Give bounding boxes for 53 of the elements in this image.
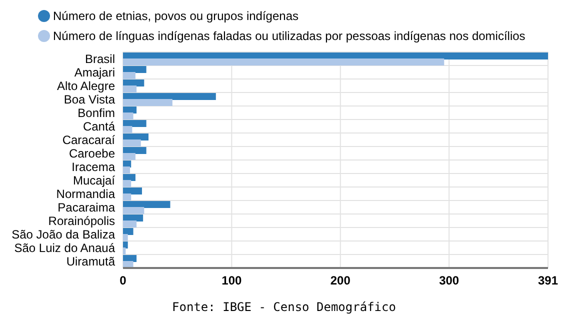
y-tick-label: Caroebe <box>68 146 116 160</box>
bar <box>123 242 128 248</box>
bar <box>123 248 126 254</box>
x-tick-label: 391 <box>538 274 558 288</box>
legend-label: Número de línguas indígenas faladas ou utilizadas por pessoas indígenas nos domicílios <box>53 29 526 43</box>
bar <box>123 234 128 241</box>
y-tick-label: Pacaraima <box>58 200 116 214</box>
bar <box>123 99 172 106</box>
y-tick-label: Caracaraí <box>62 132 116 147</box>
bar <box>123 58 444 66</box>
bar <box>123 66 146 73</box>
y-tick-label: Cantá <box>82 119 116 134</box>
y-tick-label: Rorainópolis <box>48 214 115 228</box>
source-note: Fonte: IBGE - Censo Demográfico <box>171 300 397 314</box>
bar <box>123 174 136 181</box>
y-tick-label: São Luiz do Anauá <box>14 240 116 255</box>
bar <box>123 220 137 228</box>
y-tick-label: Bonfim <box>78 106 115 120</box>
bar <box>123 93 216 100</box>
y-tick-label: Alto Alegre <box>56 78 116 93</box>
y-tick-label: Mucajaí <box>72 173 116 188</box>
bar <box>123 72 136 79</box>
x-tick-label: 300 <box>439 274 460 288</box>
bar <box>123 153 136 160</box>
bar <box>123 134 148 140</box>
bar <box>123 80 144 86</box>
x-tick-label: 100 <box>222 274 242 288</box>
bar <box>123 194 132 200</box>
bar <box>123 106 137 114</box>
x-tick-label: 200 <box>330 274 351 288</box>
bar <box>123 86 137 92</box>
y-tick-label: Uiramutã <box>66 254 116 268</box>
y-tick-label: São João da Baliza <box>12 227 116 242</box>
bar <box>123 228 134 235</box>
bar <box>123 120 146 127</box>
y-tick-label: Amajari <box>74 65 115 80</box>
bar <box>123 207 144 214</box>
y-tick-label: Iracema <box>72 160 116 174</box>
bar <box>123 166 130 174</box>
y-tick-label: Brasil <box>84 52 115 66</box>
bar <box>123 188 142 194</box>
bar <box>123 214 144 222</box>
bar <box>123 147 146 154</box>
y-tick-label: Normandia <box>56 186 116 201</box>
x-tick-label: 0 <box>120 274 127 288</box>
bar <box>123 180 132 187</box>
legend-label: Número de etnias, povos ou grupos indígenas <box>53 9 298 23</box>
bar <box>123 255 137 262</box>
y-tick-label: Boa Vista <box>64 92 116 106</box>
bar <box>123 140 141 146</box>
bar <box>123 126 132 133</box>
bar <box>123 201 170 208</box>
bar <box>123 112 134 120</box>
